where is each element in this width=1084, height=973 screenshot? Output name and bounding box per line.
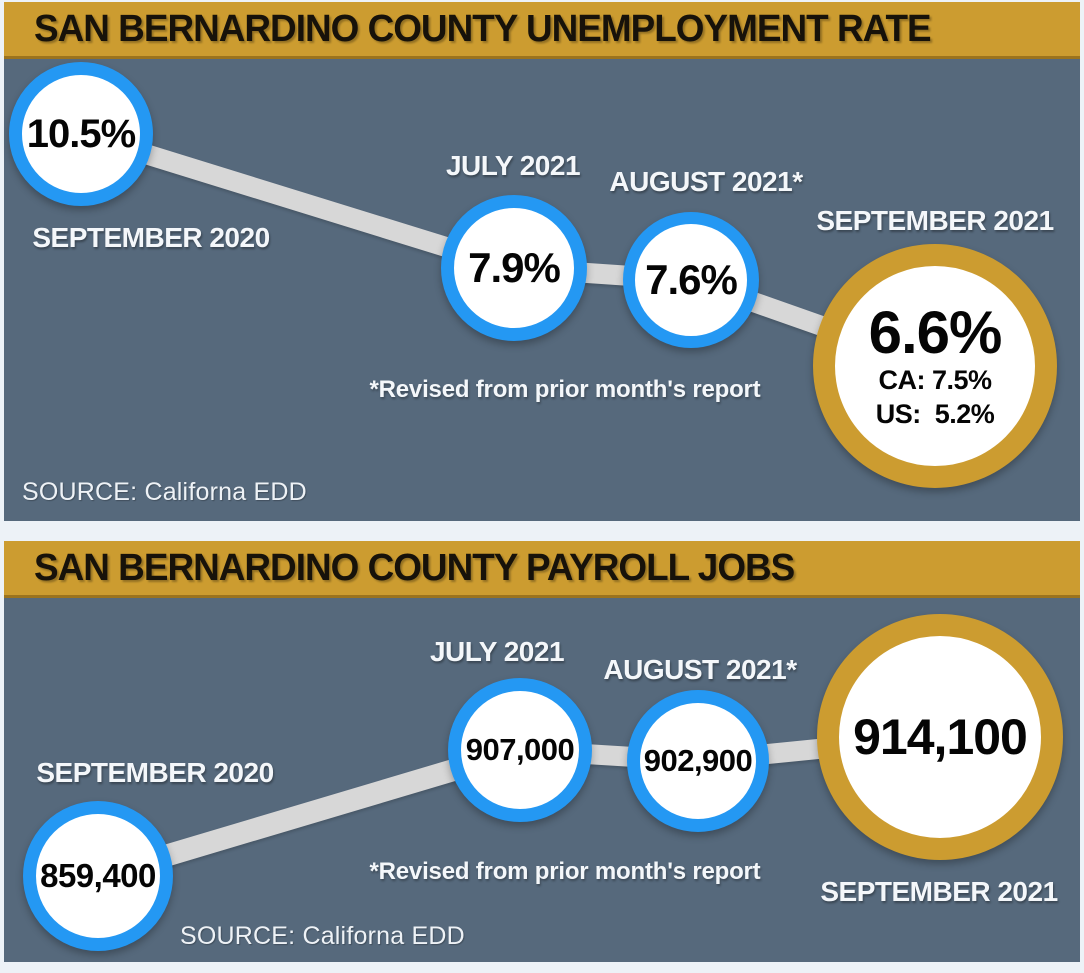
date-label-aug2021: AUGUST 2021*	[609, 166, 803, 197]
data-point-value: 7.9%	[468, 243, 561, 291]
source-attribution-jobs: SOURCE: Californa EDD	[180, 922, 465, 950]
date-label-jul2021-jobs: JULY 2021	[429, 636, 565, 667]
data-point-unemployment-jul2021: 7.9%	[441, 195, 587, 341]
date-label-sep2020: SEPTEMBER 2020	[32, 222, 270, 253]
date-label-jul2021: JULY 2021	[445, 150, 581, 181]
data-point-jobs-aug2021: 902,900	[627, 690, 769, 832]
date-label-aug2021-jobs: AUGUST 2021*	[603, 654, 797, 685]
data-point-jobs-sep2020: 859,400	[23, 801, 173, 951]
payroll-panel-header: SAN BERNARDINO COUNTY PAYROLL JOBS	[4, 541, 1080, 598]
data-point-value: 10.5%	[26, 112, 136, 156]
date-label-sep2021: SEPTEMBER 2021	[816, 205, 1054, 236]
data-point-value: 914,100	[853, 708, 1028, 765]
data-point-unemployment-sep2021: 6.6% CA: 7.5% US: 5.2%	[813, 244, 1057, 488]
unemployment-panel-header: SAN BERNARDINO COUNTY UNEMPLOYMENT RATE	[4, 2, 1080, 59]
data-point-unemployment-aug2021: 7.6%	[623, 212, 759, 348]
data-point-unemployment-sep2020: 10.5%	[9, 62, 153, 206]
data-point-jobs-jul2021: 907,000	[448, 678, 592, 822]
data-point-value: 7.6%	[645, 255, 738, 303]
revision-footnote-jobs: *Revised from prior month's report	[369, 858, 761, 885]
data-point-value: 902,900	[643, 742, 753, 778]
payroll-panel-title: SAN BERNARDINO COUNTY PAYROLL JOBS	[34, 546, 795, 589]
data-point-value: 859,400	[40, 856, 156, 894]
ca-comparison-value: CA: 7.5%	[878, 364, 992, 395]
date-label-sep2020-jobs: SEPTEMBER 2020	[36, 757, 274, 788]
us-comparison-value: US: 5.2%	[875, 398, 995, 429]
data-point-value: 907,000	[465, 731, 575, 767]
source-attribution: SOURCE: Californa EDD	[22, 478, 307, 506]
unemployment-panel-title: SAN BERNARDINO COUNTY UNEMPLOYMENT RATE	[34, 7, 932, 50]
data-point-jobs-sep2021: 914,100	[817, 614, 1063, 860]
revision-footnote: *Revised from prior month's report	[369, 376, 761, 403]
data-point-value: 6.6%	[868, 298, 1003, 366]
date-label-sep2021-jobs: SEPTEMBER 2021	[820, 876, 1058, 907]
